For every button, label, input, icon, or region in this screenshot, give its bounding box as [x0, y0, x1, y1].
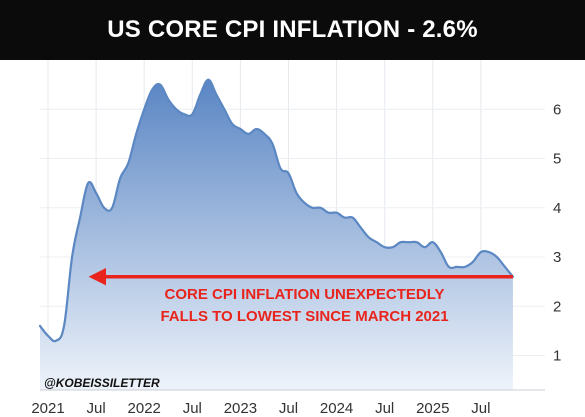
x-tick-label: 2025	[416, 400, 449, 417]
data-point	[311, 207, 313, 209]
data-point	[191, 113, 193, 115]
data-point	[464, 266, 466, 268]
data-point	[167, 98, 169, 100]
data-point	[215, 93, 217, 95]
annotation-layer: CORE CPI INFLATION UNEXPECTEDLY FALLS TO …	[88, 267, 513, 325]
y-tick-label: 5	[553, 151, 561, 168]
x-tick-label: Jul	[375, 400, 394, 417]
data-point	[71, 256, 73, 258]
x-tick-label: 2021	[31, 400, 64, 417]
data-point	[231, 123, 233, 125]
data-point	[472, 261, 474, 263]
data-point	[199, 93, 201, 95]
data-point	[456, 266, 458, 268]
series-line	[38, 78, 515, 343]
data-point	[119, 177, 121, 179]
data-point	[279, 167, 281, 169]
data-point	[432, 241, 434, 243]
annotation-text-line: FALLS TO LOWEST SINCE MARCH 2021	[160, 308, 448, 325]
y-tick-label: 3	[553, 249, 561, 266]
data-point	[183, 113, 185, 115]
data-point	[55, 340, 57, 342]
data-point	[263, 133, 265, 135]
x-tick-label: 2022	[128, 400, 161, 417]
data-point	[47, 335, 49, 337]
data-point	[127, 162, 129, 164]
data-point	[448, 266, 450, 268]
data-point	[247, 133, 249, 135]
data-point	[63, 325, 65, 327]
data-point	[39, 325, 41, 327]
data-point	[400, 241, 402, 243]
chart-area: CORE CPI INFLATION UNEXPECTEDLY FALLS TO …	[0, 60, 585, 417]
data-point	[207, 79, 209, 81]
data-point	[327, 211, 329, 213]
data-point	[488, 251, 490, 253]
data-point	[159, 83, 161, 85]
data-point	[79, 216, 81, 218]
data-point	[416, 241, 418, 243]
y-tick-label: 2	[553, 298, 561, 315]
cpi-area-chart: CORE CPI INFLATION UNEXPECTEDLY FALLS TO …	[31, 60, 561, 417]
data-point	[103, 207, 105, 209]
annotation-text-line: CORE CPI INFLATION UNEXPECTEDLY	[165, 286, 445, 303]
data-point	[303, 202, 305, 204]
data-point	[504, 266, 506, 268]
area-layer	[38, 78, 515, 391]
data-point	[343, 216, 345, 218]
data-point	[335, 211, 337, 213]
data-point	[295, 192, 297, 194]
data-point	[239, 128, 241, 130]
data-point	[351, 216, 353, 218]
x-tick-label: 2024	[320, 400, 353, 417]
data-point	[95, 192, 97, 194]
data-point	[383, 246, 385, 248]
chart-title: US CORE CPI INFLATION - 2.6%	[107, 16, 478, 43]
data-point	[480, 251, 482, 253]
series-area	[40, 79, 513, 391]
data-point	[135, 133, 137, 135]
data-point	[408, 241, 410, 243]
data-point	[271, 143, 273, 145]
data-point	[496, 256, 498, 258]
data-point	[223, 108, 225, 110]
watermark-text: @KOBEISSILETTER	[44, 376, 160, 390]
axis-layer: 2021 Jul 2022 Jul 2023 Jul 2024 Jul 2025 Jul 1 2 3 4 5…	[31, 101, 561, 417]
x-tick-label: Jul	[183, 400, 202, 417]
data-point	[367, 236, 369, 238]
data-point	[111, 207, 113, 209]
data-point	[424, 246, 426, 248]
data-point	[391, 246, 393, 248]
data-point	[359, 226, 361, 228]
data-point	[287, 172, 289, 174]
data-point	[375, 241, 377, 243]
data-point	[255, 128, 257, 130]
x-tick-label: Jul	[87, 400, 106, 417]
data-point	[143, 108, 145, 110]
x-tick-label: Jul	[279, 400, 298, 417]
x-tick-label: Jul	[471, 400, 490, 417]
data-point	[319, 207, 321, 209]
y-tick-label: 1	[553, 348, 561, 365]
data-point	[175, 108, 177, 110]
x-tick-label: 2023	[224, 400, 257, 417]
data-point	[87, 182, 89, 184]
data-point	[440, 251, 442, 253]
y-tick-label: 4	[553, 200, 561, 217]
title-bar: US CORE CPI INFLATION - 2.6%	[0, 0, 585, 60]
y-tick-label: 6	[553, 101, 561, 118]
data-point	[151, 88, 153, 90]
